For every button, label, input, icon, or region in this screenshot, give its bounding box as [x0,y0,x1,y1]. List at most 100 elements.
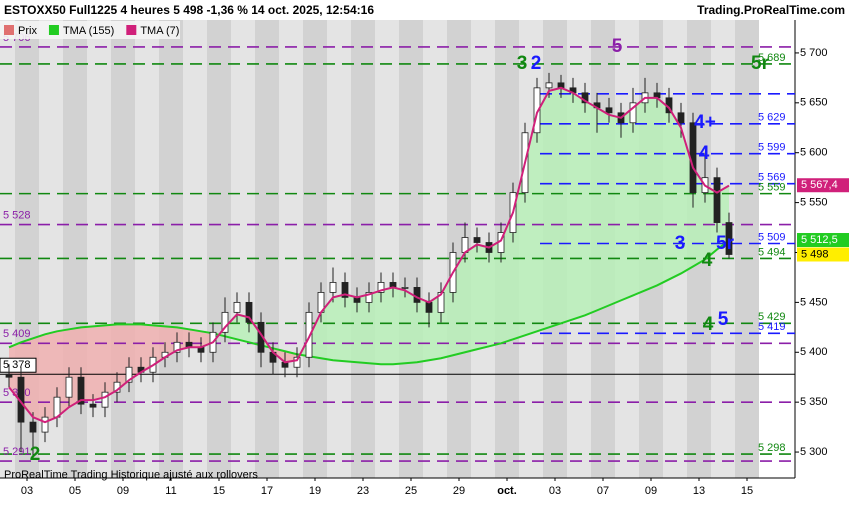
wave-label: 5 [718,309,729,330]
price-box-label: 5 567,4 [801,179,838,191]
day-band [255,20,279,478]
legend-label: Prix [18,25,37,37]
tma-fill [597,107,609,311]
candle-body [629,102,637,124]
x-tick-label: 29 [453,485,465,497]
price-box-label: 5 512,5 [801,234,838,246]
x-tick-label: 05 [69,485,81,497]
wave-label: 4 [699,143,710,164]
tma-fill [657,97,669,286]
header-cover [0,0,850,20]
day-band [111,20,135,478]
level-label: 5 378 [3,359,31,371]
candle-body [221,311,229,333]
y-tick-label: 5 550 [800,197,828,209]
background [0,20,850,500]
day-band [351,20,375,478]
tma-fill [489,240,501,347]
legend-swatch [4,25,14,35]
candle-body [173,341,181,353]
y-tick-label: 5 400 [800,346,828,358]
price-box [797,247,849,262]
candle-body [65,376,73,398]
candle-body [5,373,13,378]
candle-body [425,301,433,313]
price-box [797,233,849,248]
tma-fill [537,90,549,332]
wave-label: 4+ [694,112,716,133]
day-band [183,20,207,478]
candle-body [101,391,109,408]
day-band [87,20,111,478]
x-tick-label: 23 [357,485,369,497]
tma-fill [93,325,105,401]
tma-fill [477,244,489,350]
tma-fill [381,287,393,365]
candle-body [329,282,337,293]
x-tick-label: 03 [549,485,561,497]
x-tick-label: 09 [117,485,129,497]
day-band [159,20,183,478]
wave-label: 3 [675,233,686,254]
tma-fill [33,334,45,423]
candle-body [401,287,409,289]
candle-body [125,366,133,383]
x-axis-area [0,478,850,500]
tma-fill [633,97,645,296]
x-tick-label: 19 [309,485,321,497]
y-tick-label: 5 600 [800,147,828,159]
candle-body [725,222,733,255]
level-label: 5 409 [3,328,31,340]
level-label: 5 419 [758,321,786,333]
day-band [399,20,423,478]
tma-fill [417,297,429,363]
candle-body [233,301,241,313]
level-label: 5 629 [758,112,786,124]
level-label: 5 559 [758,182,786,194]
tma-fill [549,87,561,328]
source: Trading.ProRealTime.com [697,3,845,17]
candle-body [413,287,421,303]
x-tick-label: 15 [741,485,753,497]
day-band [279,20,303,478]
x-tick-label: 13 [693,485,705,497]
tma-line [8,86,730,424]
chart-title: ESTOXX50 Full1225 4 heures 5 498 -1,36 %… [4,3,374,17]
tma-fill [585,100,597,316]
legend-swatch [48,25,59,35]
wave-label: 5 [612,36,623,57]
candle-body [41,416,49,433]
level-label: 5 291 [3,446,31,458]
candle-body [89,403,97,408]
day-band [303,20,327,478]
tma-fill [573,92,585,320]
legend-label: TMA (7) [140,25,179,37]
candle-body [545,82,553,89]
candle-body [29,421,37,433]
tma-fill [129,324,141,381]
day-band [135,20,159,478]
wave-label: 3 [517,53,528,74]
tma-fill [369,290,381,365]
legend-label: TMA (155) [63,25,114,37]
tma-fill [621,107,633,301]
tma-fill [333,294,345,362]
price-box-label: 5 498 [801,248,829,260]
tma-fill [357,294,369,364]
wave-label: 4 [703,314,714,335]
tma-fill [345,294,357,363]
tma-fill [321,297,333,361]
tma-fill [393,287,405,365]
level-label: 5 599 [758,142,786,154]
tma-fill [609,114,621,306]
price-box [797,178,849,193]
candle-body [365,292,373,303]
candle-body [677,112,685,124]
candle-body [245,301,253,323]
level-label: 5 298 [758,442,786,454]
y-tick-label: 5 650 [800,97,828,109]
level-label: 5 509 [758,231,786,243]
candle-body [341,282,349,298]
x-tick-label: 03 [21,485,33,497]
wave-label: 5r [716,233,735,254]
